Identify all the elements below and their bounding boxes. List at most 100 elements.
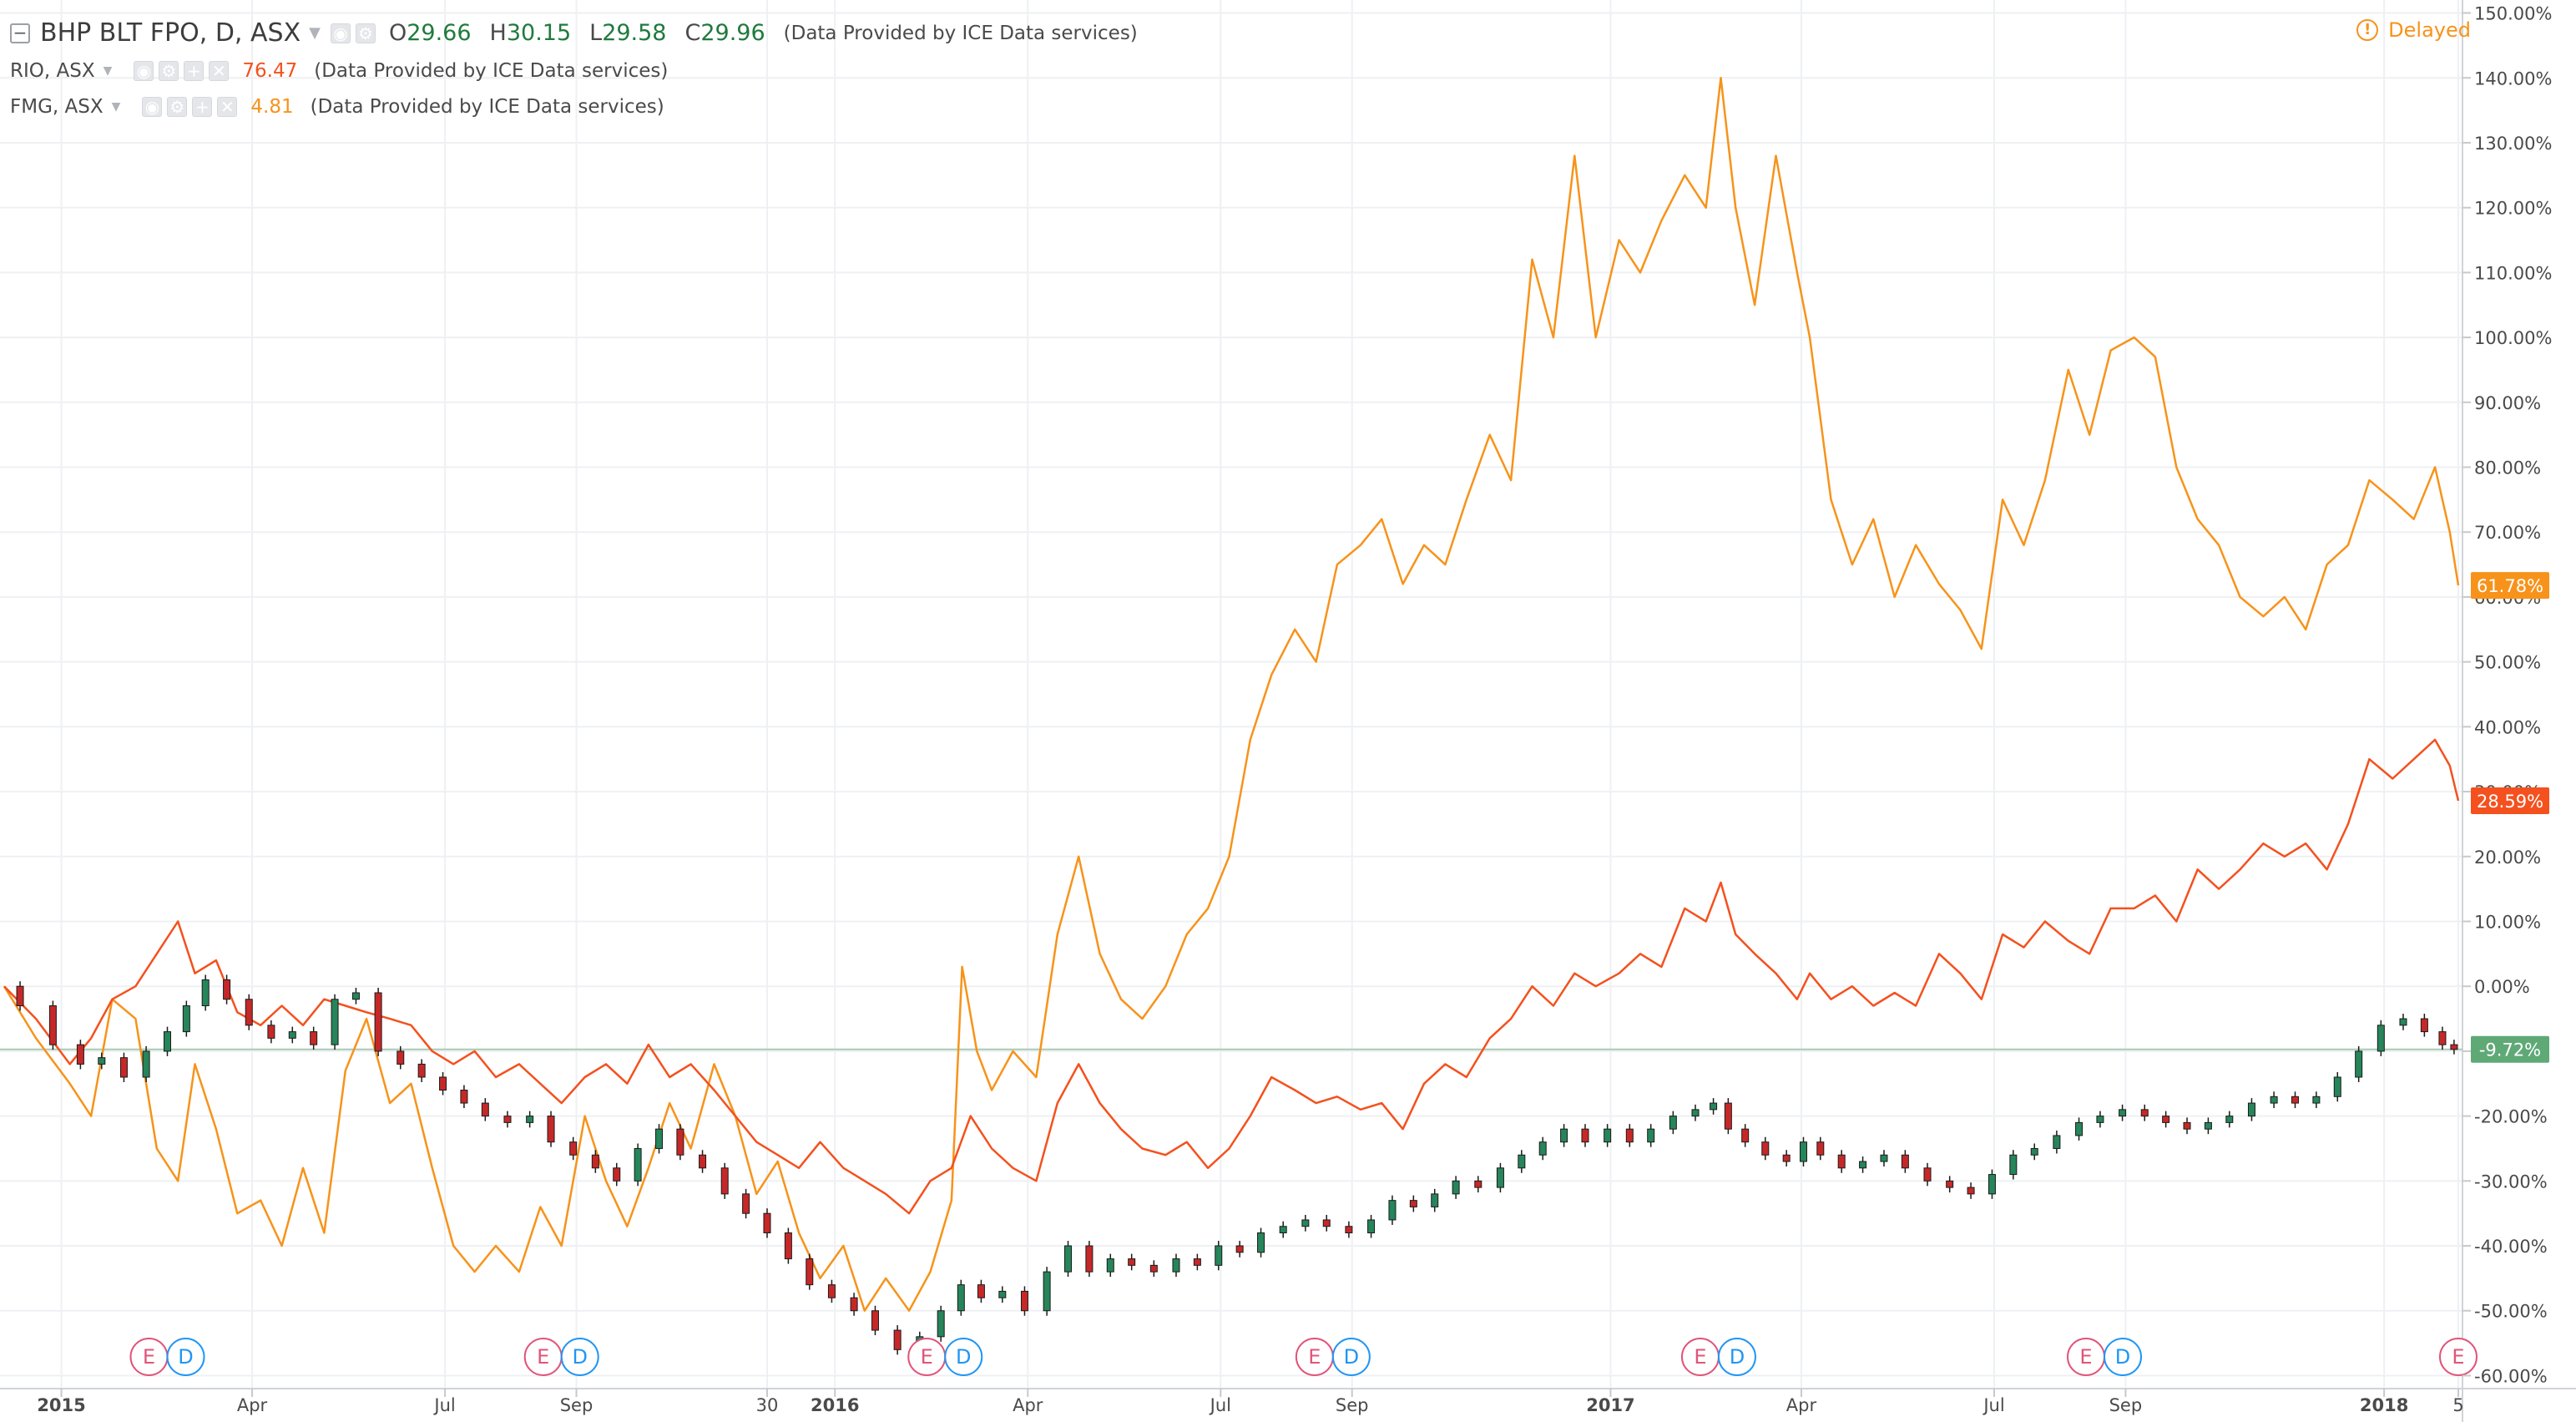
candle-body [267,1025,275,1039]
compare-legend-rio: RIO, ASX ▼ ◉ ⚙ + ✕ 76.47 (Data Provided … [10,60,668,82]
rio-dropdown-icon[interactable]: ▼ [103,64,113,78]
candle-body [1301,1219,1310,1227]
main-symbol-title[interactable]: BHP BLT FPO, D, ASX [40,18,301,48]
candle-body [1967,1187,1975,1195]
y-tick-label: 110.00% [2474,263,2552,283]
last-value-badges: 61.78% 28.59% -9.72% [2471,572,2549,1063]
candle-body [460,1090,468,1104]
ohlc-close: C29.96 [684,20,765,46]
y-tick-label: 140.00% [2474,68,2552,89]
candle-body [1518,1154,1526,1169]
eye-icon[interactable]: ◉ [330,23,351,43]
candle-body [1782,1154,1791,1162]
marker-label: D [2115,1345,2130,1369]
earnings-marker[interactable]: E [1295,1338,1334,1376]
candle-body [957,1284,965,1312]
earnings-marker[interactable]: E [907,1338,947,1376]
collapse-icon[interactable]: − [10,23,30,43]
dividend-marker[interactable]: D [1331,1338,1371,1376]
rio-add-icon[interactable]: + [184,61,205,81]
fmg-provider-note: (Data Provided by ICE Data services) [310,96,664,118]
marker-circle [1717,1338,1756,1376]
candle-body [1691,1109,1700,1117]
rio-remove-icon[interactable]: ✕ [209,61,230,81]
marker-label: E [2452,1345,2464,1369]
candle-body [1880,1154,1888,1162]
fmg-settings-icon[interactable]: ⚙ [167,97,188,117]
candle-body [1647,1128,1655,1143]
marker-label: E [2079,1345,2092,1369]
candle-body [699,1154,707,1169]
earnings-marker[interactable]: E [523,1338,563,1376]
fmg-eye-icon[interactable]: ◉ [142,97,163,117]
candle-body [1669,1116,1677,1130]
fmg-add-icon[interactable]: + [192,97,213,117]
series-line [3,77,2460,1312]
dividend-marker[interactable]: D [2104,1338,2143,1376]
y-tick-label: 0.00% [2474,977,2530,997]
candle-body [1474,1180,1482,1188]
delayed-status[interactable]: ! Delayed [2356,18,2471,42]
x-tick-label: 2017 [1586,1395,1634,1415]
settings-icon[interactable]: ⚙ [355,23,376,43]
candle-body [1149,1264,1158,1273]
candle-body [1923,1167,1932,1182]
candle-body [742,1193,750,1214]
candle-body [2247,1102,2255,1117]
candle-body [374,992,382,1052]
candle-body [2075,1121,2084,1136]
fmg-symbol[interactable]: FMG, ASX [10,96,104,118]
series-bhp-candles [16,974,2458,1355]
candle-body [676,1128,684,1156]
fmg-remove-icon[interactable]: ✕ [217,97,238,117]
ohlc-high: H30.15 [489,20,572,46]
y-tick-label: 50.00% [2474,653,2541,673]
candle-body [2096,1116,2104,1123]
dividend-marker[interactable]: D [560,1338,599,1376]
dividend-marker[interactable]: D [166,1338,205,1376]
candle-body [2376,1025,2385,1052]
candle-body [1431,1193,1439,1207]
dividend-marker[interactable]: D [1717,1338,1756,1376]
series-layer [3,77,2460,1355]
candle-body [1367,1219,1376,1233]
earnings-marker[interactable]: E [1680,1338,1720,1376]
fmg-dropdown-icon[interactable]: ▼ [111,100,121,114]
rio-settings-icon[interactable]: ⚙ [159,61,179,81]
y-tick-label: 130.00% [2474,134,2552,154]
y-tick-label: 40.00% [2474,717,2541,737]
x-tick-label: 2018 [2360,1395,2408,1415]
y-tick-label: 80.00% [2474,458,2541,478]
candle-body [1901,1154,1909,1169]
candle-body [1816,1141,1825,1156]
candle-body [1128,1258,1136,1266]
last-value-label: 28.59% [2477,792,2543,812]
dividend-marker[interactable]: D [944,1338,983,1376]
candle-body [2162,1116,2170,1123]
marker-label: D [572,1345,587,1369]
earnings-marker[interactable]: E [2067,1338,2106,1376]
candle-body [1496,1167,1504,1188]
last-value-badge [2471,1035,2549,1063]
candle-body [417,1063,426,1078]
candle-body [2333,1076,2341,1097]
earnings-marker[interactable]: E [129,1338,169,1376]
earnings-marker[interactable]: E [2439,1338,2478,1376]
candle-body [1560,1128,1568,1143]
ohlc-open: O29.66 [388,20,472,46]
y-tick-label: 20.00% [2474,848,2541,868]
candle-body [547,1116,555,1143]
candle-body [397,1050,405,1065]
candle-body [163,1031,171,1052]
candle-body [591,1154,599,1169]
candle-body [1235,1245,1244,1253]
rio-eye-icon[interactable]: ◉ [134,61,154,81]
main-symbol-legend: − BHP BLT FPO, D, ASX ▼ ◉ ⚙ O29.66 H30.1… [10,18,1138,48]
marker-circle [2439,1338,2478,1376]
y-tick-label: 10.00% [2474,912,2541,932]
rio-symbol[interactable]: RIO, ASX [10,60,95,82]
symbol-dropdown-icon[interactable]: ▼ [309,24,321,42]
candle-body [2140,1109,2149,1117]
